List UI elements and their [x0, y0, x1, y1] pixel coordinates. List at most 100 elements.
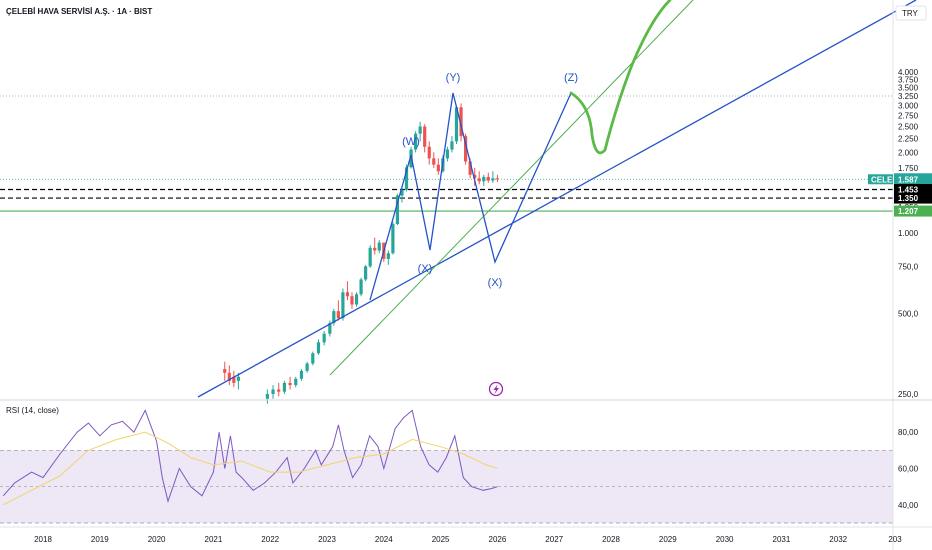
- candle-body: [223, 369, 227, 373]
- candle-body: [463, 136, 468, 162]
- candle-body: [459, 107, 463, 137]
- candle-body: [236, 376, 240, 381]
- x-tick-label: 2027: [545, 535, 563, 544]
- candle-body: [294, 378, 298, 386]
- x-tick-label: 2019: [91, 535, 109, 544]
- lightning-icon[interactable]: [488, 381, 504, 397]
- level-1207-tag-bg: [894, 205, 932, 217]
- y-tick-label: 3.000: [898, 101, 919, 110]
- candle-body: [364, 266, 368, 280]
- candle-body: [445, 149, 450, 159]
- rsi-pane: [0, 409, 893, 524]
- candle-body: [265, 394, 269, 399]
- wave-label: (Y): [446, 72, 461, 84]
- x-tick-label: 2024: [375, 535, 393, 544]
- candle-body: [427, 146, 431, 159]
- candle-body: [359, 279, 363, 295]
- y-tick-label: 4.000: [898, 68, 919, 77]
- x-tick-label: 2023: [318, 535, 336, 544]
- candle-body: [332, 311, 336, 324]
- candle-body: [436, 164, 440, 172]
- candle-body: [432, 158, 436, 165]
- x-tick-label: 2029: [659, 535, 677, 544]
- y-tick-label: 1.000: [898, 229, 919, 238]
- level-1207-tag: 1.207: [898, 207, 919, 216]
- rsi-ma-line: [2, 431, 498, 506]
- y-tick-label: 750,0: [898, 262, 919, 271]
- candle-body: [404, 167, 409, 190]
- candle-body: [486, 176, 490, 181]
- candle-body: [423, 126, 427, 147]
- candle-body: [482, 176, 486, 182]
- x-tick-label: 2018: [34, 535, 52, 544]
- y-tick-label: 3.750: [898, 75, 919, 84]
- rsi-tick-label: 80,00: [898, 428, 919, 437]
- candle-body: [491, 178, 495, 181]
- x-tick-label: 2028: [602, 535, 620, 544]
- currency-button[interactable]: TRY: [895, 5, 927, 21]
- candle-body: [368, 247, 372, 267]
- wave-label: (Z): [564, 72, 578, 84]
- candle-body: [277, 389, 281, 392]
- long-trendline: [197, 0, 917, 398]
- candle-body: [232, 376, 236, 383]
- candle-body: [299, 370, 304, 379]
- candle-body: [305, 363, 309, 371]
- wave-label: (W): [402, 136, 420, 148]
- level-1350-tag: 1.350: [898, 194, 919, 203]
- candle-body: [414, 133, 418, 150]
- candle-body: [468, 161, 472, 175]
- projection-curve: [569, 0, 672, 155]
- candle-body: [322, 333, 326, 343]
- level-lines: [0, 95, 893, 212]
- y-tick-label: 2.750: [898, 111, 919, 120]
- wave-label: (X): [418, 263, 433, 275]
- candle-body: [271, 389, 275, 394]
- candle-body: [350, 296, 354, 305]
- y-tick-label: 2.250: [898, 135, 919, 144]
- x-tick-label: 2022: [261, 535, 279, 544]
- x-tick-label: 2025: [432, 535, 450, 544]
- candle-body: [418, 126, 422, 134]
- y-tick-label: 2.500: [898, 122, 919, 131]
- ticker-tag: CELEBI: [871, 175, 900, 184]
- y-tick-label: 1.750: [898, 164, 919, 173]
- wave-path: [369, 92, 572, 301]
- x-tick-label: 2030: [716, 535, 734, 544]
- last-price-tag: 1.587: [898, 175, 919, 184]
- candle-body: [282, 382, 286, 392]
- candle-body: [377, 242, 381, 251]
- y-tick-label: 3.500: [898, 83, 919, 92]
- currency-label: TRY: [902, 9, 919, 18]
- green-channel-line: [329, 0, 694, 376]
- y-tick-label: 2.000: [898, 148, 919, 157]
- level-1350-tag-bg: [894, 192, 932, 204]
- candle-body: [354, 294, 359, 305]
- candle-body: [373, 247, 377, 251]
- candle-body: [473, 174, 477, 179]
- candles: [223, 103, 499, 404]
- candle-body: [328, 323, 332, 334]
- rsi-title: RSI (14, close): [6, 406, 59, 415]
- x-tick-label: 2031: [773, 535, 791, 544]
- x-tick-label: 2021: [205, 535, 223, 544]
- candle-body: [386, 253, 390, 259]
- candle-body: [400, 189, 404, 196]
- candle-body: [311, 353, 315, 364]
- candle-body: [477, 178, 481, 182]
- candle-body: [454, 107, 459, 142]
- candle-body: [450, 141, 454, 150]
- candle-body: [391, 223, 395, 254]
- candle-body: [316, 342, 321, 354]
- ticker-tag-bg: [868, 174, 893, 185]
- x-tick-label: 203: [888, 535, 902, 544]
- level-1453-tag: 1.453: [898, 186, 919, 195]
- candle-body: [495, 178, 499, 180]
- rsi-tick-label: 60,00: [898, 465, 919, 474]
- wave-label: (X): [488, 277, 503, 289]
- candle-body: [395, 195, 400, 224]
- y-tick-label: 250,0: [898, 390, 919, 399]
- candle-body: [288, 382, 292, 386]
